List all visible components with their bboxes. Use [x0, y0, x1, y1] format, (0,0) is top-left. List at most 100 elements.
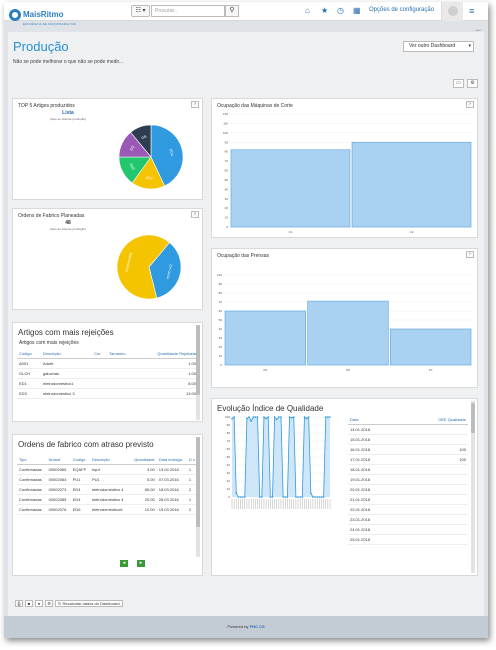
quality-point[interactable]: [292, 416, 295, 418]
expand-button[interactable]: ›: [191, 211, 199, 218]
calendar-icon[interactable]: ▦: [353, 6, 361, 15]
quality-point[interactable]: [231, 417, 233, 420]
scrollbar[interactable]: [196, 325, 200, 420]
avatar[interactable]: [441, 2, 463, 21]
quality-point[interactable]: [301, 496, 304, 498]
powered-brand[interactable]: PHC CS: [249, 624, 265, 629]
column-header[interactable]: Data entrega: [156, 455, 187, 465]
home-icon[interactable]: ⌂: [305, 6, 310, 15]
quality-point[interactable]: [316, 496, 319, 498]
scrollbar[interactable]: [196, 437, 200, 557]
table-row[interactable]: Confirmadas 00002064 PU1 PU1 5.00 07.03.2016 1: [17, 474, 198, 485]
table-row[interactable]: 22.01.2018: [348, 504, 468, 515]
quality-point[interactable]: [286, 496, 289, 498]
quality-point[interactable]: [248, 416, 250, 418]
column-header[interactable]: Cor: [92, 349, 108, 359]
scrollbar-thumb[interactable]: [471, 403, 475, 433]
recalc-button[interactable]: ↻ Recalcular dados do Dashboard: [55, 600, 123, 607]
print-button[interactable]: ⎙: [15, 600, 23, 607]
expand-button[interactable]: ›: [191, 101, 199, 108]
scrollbar-thumb[interactable]: [196, 325, 200, 395]
quality-point[interactable]: [243, 496, 246, 498]
table-row[interactable]: 19.01.2018: [348, 474, 468, 485]
quality-point[interactable]: [263, 416, 265, 418]
table-row[interactable]: Confirmadas 00002065 EQAFF equf 3.00 13.04.20…: [17, 464, 198, 475]
table-row[interactable]: A001 Adufe 1.00: [17, 358, 198, 369]
pie-slice[interactable]: [150, 124, 184, 187]
quality-point[interactable]: [329, 416, 331, 418]
quality-point[interactable]: [303, 416, 306, 418]
next-page-button[interactable]: ▸: [137, 560, 145, 567]
quality-point[interactable]: [307, 416, 310, 418]
quality-point[interactable]: [297, 496, 299, 498]
expand-button[interactable]: ›: [466, 101, 474, 108]
column-header[interactable]: OEE Qualidade: [399, 415, 468, 425]
quality-point[interactable]: [278, 416, 280, 418]
quality-point[interactable]: [305, 417, 308, 420]
bar[interactable]: [224, 310, 306, 366]
column-header[interactable]: Quantidade Rejeitada: [136, 349, 198, 359]
quality-point[interactable]: [258, 496, 261, 498]
clock-icon[interactable]: ◷: [337, 6, 344, 15]
column-header[interactable]: D c: [186, 455, 198, 465]
quality-point[interactable]: [318, 496, 321, 498]
config-options-link[interactable]: Opções de configuração: [369, 7, 435, 13]
bar[interactable]: [351, 141, 472, 228]
quality-point[interactable]: [254, 416, 257, 418]
table-row[interactable]: ED1 eletrodoméstico1 8.00: [17, 378, 198, 389]
column-header[interactable]: Tamanho: [107, 349, 137, 359]
view-menu-button[interactable]: ☷ ▾: [131, 5, 150, 17]
table-row[interactable]: GLCH galochas 1.00: [17, 368, 198, 379]
quality-point[interactable]: [324, 416, 327, 418]
quality-point[interactable]: [299, 496, 301, 498]
table-row[interactable]: 20.01.2018: [348, 484, 468, 495]
quality-point[interactable]: [314, 496, 316, 498]
quality-point[interactable]: [310, 492, 312, 494]
quality-point[interactable]: [252, 416, 255, 418]
expand-button[interactable]: ›: [466, 251, 474, 258]
pie-slice[interactable]: [130, 124, 152, 158]
quality-point[interactable]: [290, 417, 293, 419]
quality-point[interactable]: [256, 416, 259, 418]
column-header[interactable]: Descrição: [40, 349, 93, 359]
quality-point[interactable]: [312, 496, 314, 498]
logo[interactable]: MaisRitmo EFICIÊNCIA DE MAQUINARIA IND.: [9, 4, 77, 26]
column-header[interactable]: Código: [17, 349, 41, 359]
table-row[interactable]: 24.01.2018: [348, 524, 468, 535]
table-row[interactable]: 25.01.2018: [348, 534, 468, 545]
pie-slice[interactable]: [116, 234, 170, 300]
quality-point[interactable]: [322, 496, 325, 498]
monitor-button[interactable]: ▭: [453, 79, 464, 88]
column-header[interactable]: Data: [348, 415, 400, 425]
quality-point[interactable]: [267, 416, 270, 418]
table-row[interactable]: 21.01.2018: [348, 494, 468, 505]
search-button[interactable]: ⚲: [225, 5, 239, 17]
quality-point[interactable]: [235, 492, 238, 494]
scrollbar-thumb[interactable]: [196, 437, 200, 527]
column-header[interactable]: Descrição: [89, 455, 130, 465]
star-icon[interactable]: ★: [321, 6, 329, 15]
bar[interactable]: [230, 149, 351, 228]
table-row[interactable]: 15.01.2018: [348, 434, 468, 445]
prev-page-button[interactable]: ◂: [120, 560, 128, 567]
quality-point[interactable]: [295, 496, 297, 498]
quality-point[interactable]: [237, 496, 240, 498]
table-row[interactable]: 16.01.2018 100: [348, 444, 468, 455]
quality-point[interactable]: [261, 496, 263, 498]
table-row[interactable]: Confirmadas 00002076 ED6 eletrodoméstico6 10…: [17, 504, 198, 515]
search-input[interactable]: Procurar...: [151, 5, 225, 17]
quality-point[interactable]: [275, 418, 278, 421]
quality-point[interactable]: [250, 420, 252, 422]
bar[interactable]: [307, 300, 389, 366]
hamburger-menu-icon[interactable]: ≡: [469, 6, 475, 16]
quality-point[interactable]: [271, 496, 274, 498]
quality-point[interactable]: [239, 496, 242, 498]
pie-slice[interactable]: [148, 242, 182, 299]
config-button[interactable]: ⚙: [45, 600, 53, 607]
quality-point[interactable]: [288, 416, 291, 418]
quality-point[interactable]: [233, 416, 235, 418]
column-header[interactable]: Tipo: [17, 455, 47, 465]
lock-button[interactable]: ■: [25, 600, 33, 607]
dashboard-select[interactable]: Ver outro Dashboard ▾: [403, 41, 474, 52]
